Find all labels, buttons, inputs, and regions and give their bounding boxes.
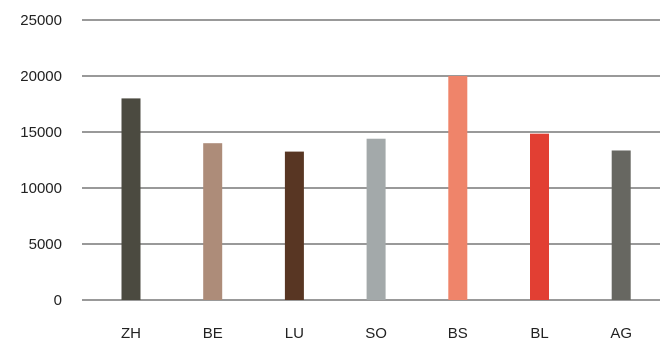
bar-ag bbox=[611, 150, 631, 300]
x-tick-label: LU bbox=[285, 325, 304, 342]
bar-so bbox=[366, 138, 386, 300]
x-tick-label: ZH bbox=[121, 325, 141, 342]
y-axis-tick-labels: 0 5000 10000 15000 20000 25000 bbox=[20, 12, 62, 309]
y-tick-label: 10000 bbox=[20, 180, 62, 197]
bar-be bbox=[203, 143, 223, 300]
bar-lu bbox=[284, 151, 304, 300]
y-tick-label: 0 bbox=[54, 292, 62, 309]
x-tick-label: BE bbox=[203, 325, 223, 342]
x-tick-label: SO bbox=[365, 325, 387, 342]
y-tick-label: 5000 bbox=[29, 236, 62, 253]
y-tick-label: 15000 bbox=[20, 124, 62, 141]
bars bbox=[121, 76, 631, 301]
bar-bs bbox=[448, 76, 468, 300]
y-tick-label: 20000 bbox=[20, 68, 62, 85]
x-axis-tick-labels: ZH BE LU SO BS BL AG bbox=[121, 325, 632, 342]
y-tick-label: 25000 bbox=[20, 12, 62, 29]
x-tick-label: BS bbox=[448, 325, 468, 342]
x-tick-label: BL bbox=[530, 325, 548, 342]
bar-bl bbox=[530, 133, 549, 300]
bar-zh bbox=[121, 98, 141, 301]
x-tick-label: AG bbox=[610, 325, 632, 342]
